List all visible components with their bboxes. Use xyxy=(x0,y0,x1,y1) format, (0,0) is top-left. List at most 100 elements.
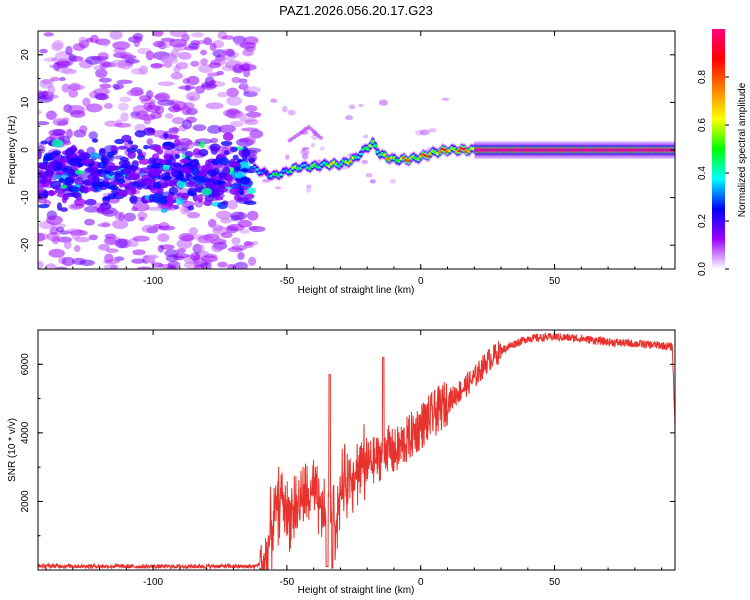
noise-blob xyxy=(226,87,239,98)
band-blob xyxy=(136,148,143,154)
noise-blob xyxy=(126,89,145,97)
band-blob xyxy=(198,148,209,157)
band-blob xyxy=(84,198,97,206)
noise-blob xyxy=(48,248,65,258)
noise-blob xyxy=(55,67,74,73)
band-blob xyxy=(166,199,173,208)
band-blob xyxy=(167,134,180,139)
noise-blob xyxy=(175,61,189,70)
band-blob xyxy=(153,145,161,153)
ridge-tail xyxy=(318,135,323,140)
band-blob xyxy=(127,170,137,180)
band-blob xyxy=(161,145,170,150)
noise-blob xyxy=(243,119,259,126)
band-blob xyxy=(181,192,190,199)
noise-blob xyxy=(132,249,146,256)
noise-blob xyxy=(119,96,132,103)
noise-blob xyxy=(98,77,112,83)
noise-blob xyxy=(99,83,112,89)
noise-blob xyxy=(72,43,86,51)
noise-blob xyxy=(97,222,111,228)
band-blob xyxy=(176,192,183,197)
band-blob xyxy=(143,127,156,136)
spectrogram-x-ticks: -100 -50 0 50 xyxy=(45,31,663,287)
noise-blob xyxy=(47,85,56,95)
band-blob xyxy=(165,196,177,202)
band-blob xyxy=(40,140,48,145)
noise-blob xyxy=(105,248,119,253)
band-blob xyxy=(203,199,213,207)
band-blob xyxy=(207,169,218,177)
noise-blob xyxy=(195,85,205,94)
band-blob xyxy=(198,170,206,177)
band-blob xyxy=(239,176,250,185)
noise-blob xyxy=(225,60,243,70)
scatter-blob xyxy=(428,128,437,133)
band-blob xyxy=(83,180,93,187)
noise-blob xyxy=(170,72,184,80)
noise-blob xyxy=(181,141,195,150)
noise-blob xyxy=(244,105,258,113)
noise-blob xyxy=(114,256,125,262)
noise-blob xyxy=(235,112,247,119)
scatter-blob xyxy=(319,146,325,151)
noise-blob xyxy=(68,89,79,98)
snr-x-ticks: -100 -50 0 50 xyxy=(45,330,663,588)
noise-blob xyxy=(178,232,194,242)
noise-blob xyxy=(240,127,259,132)
scatter-blob xyxy=(441,97,450,101)
noise-blob xyxy=(136,266,153,269)
noise-blob xyxy=(45,215,63,225)
band-blob xyxy=(52,161,63,169)
band-blob xyxy=(64,148,74,157)
band-blob xyxy=(199,140,205,149)
band-blob xyxy=(45,175,52,185)
noise-blob xyxy=(141,224,158,234)
noise-blob xyxy=(65,45,73,56)
band-blob xyxy=(187,190,195,196)
noise-blob xyxy=(237,219,253,228)
scatter-blob xyxy=(419,129,430,136)
noise-blob xyxy=(188,227,199,236)
band-blob xyxy=(117,189,128,197)
noise-blob xyxy=(207,237,223,242)
band-blob xyxy=(118,160,128,167)
ridge-segment xyxy=(358,152,363,156)
noise-blob xyxy=(98,243,110,251)
noise-blob xyxy=(71,257,86,265)
noise-blob xyxy=(78,36,88,44)
noise-blob xyxy=(222,48,235,56)
noise-blob xyxy=(220,232,233,239)
noise-blob xyxy=(112,83,125,90)
scatter-blob xyxy=(310,142,315,148)
band-blob xyxy=(51,150,61,156)
band-blob xyxy=(174,153,180,159)
noise-blob xyxy=(145,50,154,61)
noise-blob xyxy=(63,106,73,113)
band-blob xyxy=(91,138,99,143)
band-blob xyxy=(38,150,42,160)
noise-blob xyxy=(137,211,148,220)
colorbar-ticks: 0.0 0.2 0.4 0.6 0.8 xyxy=(697,70,729,276)
band-blob xyxy=(121,134,132,142)
noise-blob xyxy=(251,240,259,246)
band-blob xyxy=(51,138,64,148)
band-blob xyxy=(48,189,55,197)
noise-blob xyxy=(217,144,235,155)
noise-blob xyxy=(242,49,254,57)
band-blob xyxy=(38,204,50,209)
band-blob xyxy=(222,166,231,176)
band-blob xyxy=(130,144,139,150)
noise-blob xyxy=(130,68,145,75)
band-blob xyxy=(107,193,116,200)
band-blob xyxy=(96,161,107,169)
band-blob xyxy=(179,158,190,164)
snr-background xyxy=(38,330,675,570)
noise-blob xyxy=(239,79,248,87)
band-blob xyxy=(238,161,251,170)
noise-blob xyxy=(112,219,129,230)
band-blob xyxy=(106,165,117,172)
noise-blob xyxy=(207,124,222,134)
noise-blob xyxy=(200,255,219,263)
